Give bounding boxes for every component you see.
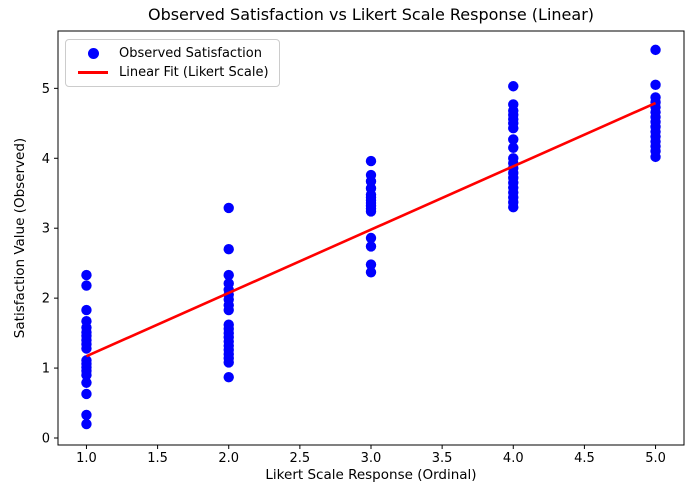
scatter-point	[508, 81, 519, 92]
scatter-point	[223, 202, 234, 214]
scatter-point	[365, 259, 377, 270]
scatter-point	[223, 357, 234, 368]
y-tick-label: 2	[42, 292, 50, 307]
scatter-point	[365, 267, 377, 278]
x-tick-label: 4.5	[574, 451, 595, 466]
legend-entry-fit: Linear Fit (Likert Scale)	[74, 65, 269, 80]
x-tick-label: 2.0	[218, 451, 239, 466]
y-tick-label: 1	[42, 362, 50, 377]
scatter-point	[508, 123, 519, 134]
scatter-point	[81, 388, 92, 400]
plot-title: Observed Satisfaction vs Likert Scale Re…	[147, 5, 595, 24]
scatter-point	[81, 269, 92, 281]
x-tick-label: 1.0	[76, 451, 97, 466]
scatter-point	[365, 232, 377, 244]
x-tick-label: 2.5	[290, 451, 311, 466]
scatter-point	[81, 409, 92, 421]
legend-label: Observed Satisfaction	[119, 46, 262, 61]
legend-entry-observed: Observed Satisfaction	[74, 46, 269, 61]
scatter-point	[650, 79, 661, 91]
line-marker-icon	[74, 71, 112, 74]
scatter-point	[81, 369, 92, 381]
scatter-marker-icon	[74, 48, 112, 59]
legend-label: Linear Fit (Likert Scale)	[119, 65, 269, 80]
scatter-point	[508, 142, 519, 153]
y-tick-label: 3	[42, 222, 50, 237]
scatter-point	[81, 304, 92, 316]
scatter-point	[223, 371, 234, 383]
scatter-point	[365, 206, 377, 217]
scatter-point	[81, 280, 92, 291]
scatter-point	[223, 304, 234, 316]
scatter-point	[650, 44, 661, 56]
x-tick-label: 1.5	[147, 451, 168, 466]
y-axis-label: Satisfaction Value (Observed)	[12, 137, 28, 339]
scatter-point	[365, 241, 377, 252]
legend: Observed Satisfaction Linear Fit (Likert…	[65, 39, 280, 87]
x-tick-label: 3.0	[361, 451, 382, 466]
y-tick-label: 4	[42, 152, 50, 167]
x-tick-label: 3.5	[432, 451, 453, 466]
y-tick-label: 5	[42, 82, 50, 97]
scatter-point	[508, 134, 519, 145]
scatter-point	[508, 202, 519, 213]
scatter-point	[81, 343, 92, 354]
scatter-point	[365, 155, 377, 167]
scatter-point	[650, 151, 661, 163]
scatter-point	[223, 243, 234, 255]
x-tick-label: 4.0	[503, 451, 524, 466]
y-tick-label: 0	[42, 432, 50, 447]
scatter-point	[223, 269, 234, 281]
x-tick-label: 5.0	[645, 451, 666, 466]
x-axis-label: Likert Scale Response (Ordinal)	[265, 467, 477, 483]
scatter-point	[81, 377, 92, 388]
fit-line	[85, 101, 657, 358]
scatter-point	[81, 418, 92, 430]
